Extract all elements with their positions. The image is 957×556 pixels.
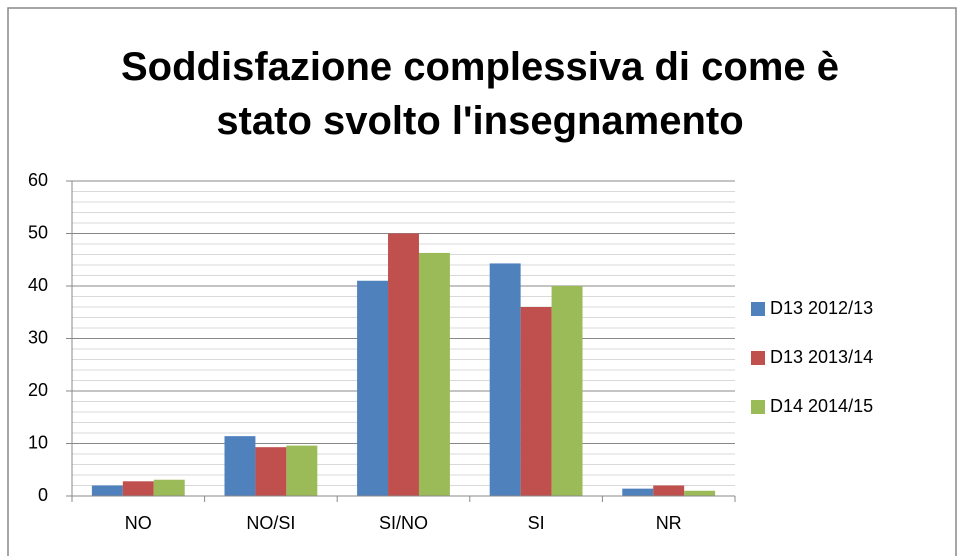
bar xyxy=(255,447,287,496)
x-tick-label: SI xyxy=(528,513,545,533)
bar xyxy=(489,263,521,496)
y-tick-label: 60 xyxy=(28,170,48,190)
bar xyxy=(418,252,450,496)
y-tick-label: 50 xyxy=(28,222,48,242)
bar xyxy=(286,445,318,496)
chart-frame xyxy=(7,7,957,556)
bar xyxy=(520,307,552,496)
y-tick-label: 20 xyxy=(28,380,48,400)
bar xyxy=(153,479,185,496)
legend-swatch xyxy=(751,400,765,414)
bar xyxy=(224,436,256,496)
bar xyxy=(684,490,716,496)
bar xyxy=(91,485,123,496)
legend-swatch xyxy=(751,351,765,365)
y-tick-label: 30 xyxy=(28,327,48,347)
bar xyxy=(653,485,685,496)
bar xyxy=(122,481,154,496)
bar xyxy=(551,286,583,496)
legend-swatch xyxy=(751,302,765,316)
bar xyxy=(357,280,389,496)
bar xyxy=(622,488,654,496)
bar xyxy=(388,233,419,496)
legend-label: D14 2014/15 xyxy=(770,396,873,416)
y-tick-label: 0 xyxy=(38,485,48,505)
x-tick-label: NO xyxy=(125,513,152,533)
y-tick-label: 10 xyxy=(28,432,48,452)
legend-label: D13 2013/14 xyxy=(770,347,873,367)
legend-label: D13 2012/13 xyxy=(770,298,873,318)
x-tick-label: NR xyxy=(656,513,682,533)
chart-title: Soddisfazione complessiva di come è stat… xyxy=(120,45,839,143)
y-tick-label: 40 xyxy=(28,275,48,295)
x-tick-label: SI/NO xyxy=(379,513,428,533)
x-tick-label: NO/SI xyxy=(246,513,295,533)
